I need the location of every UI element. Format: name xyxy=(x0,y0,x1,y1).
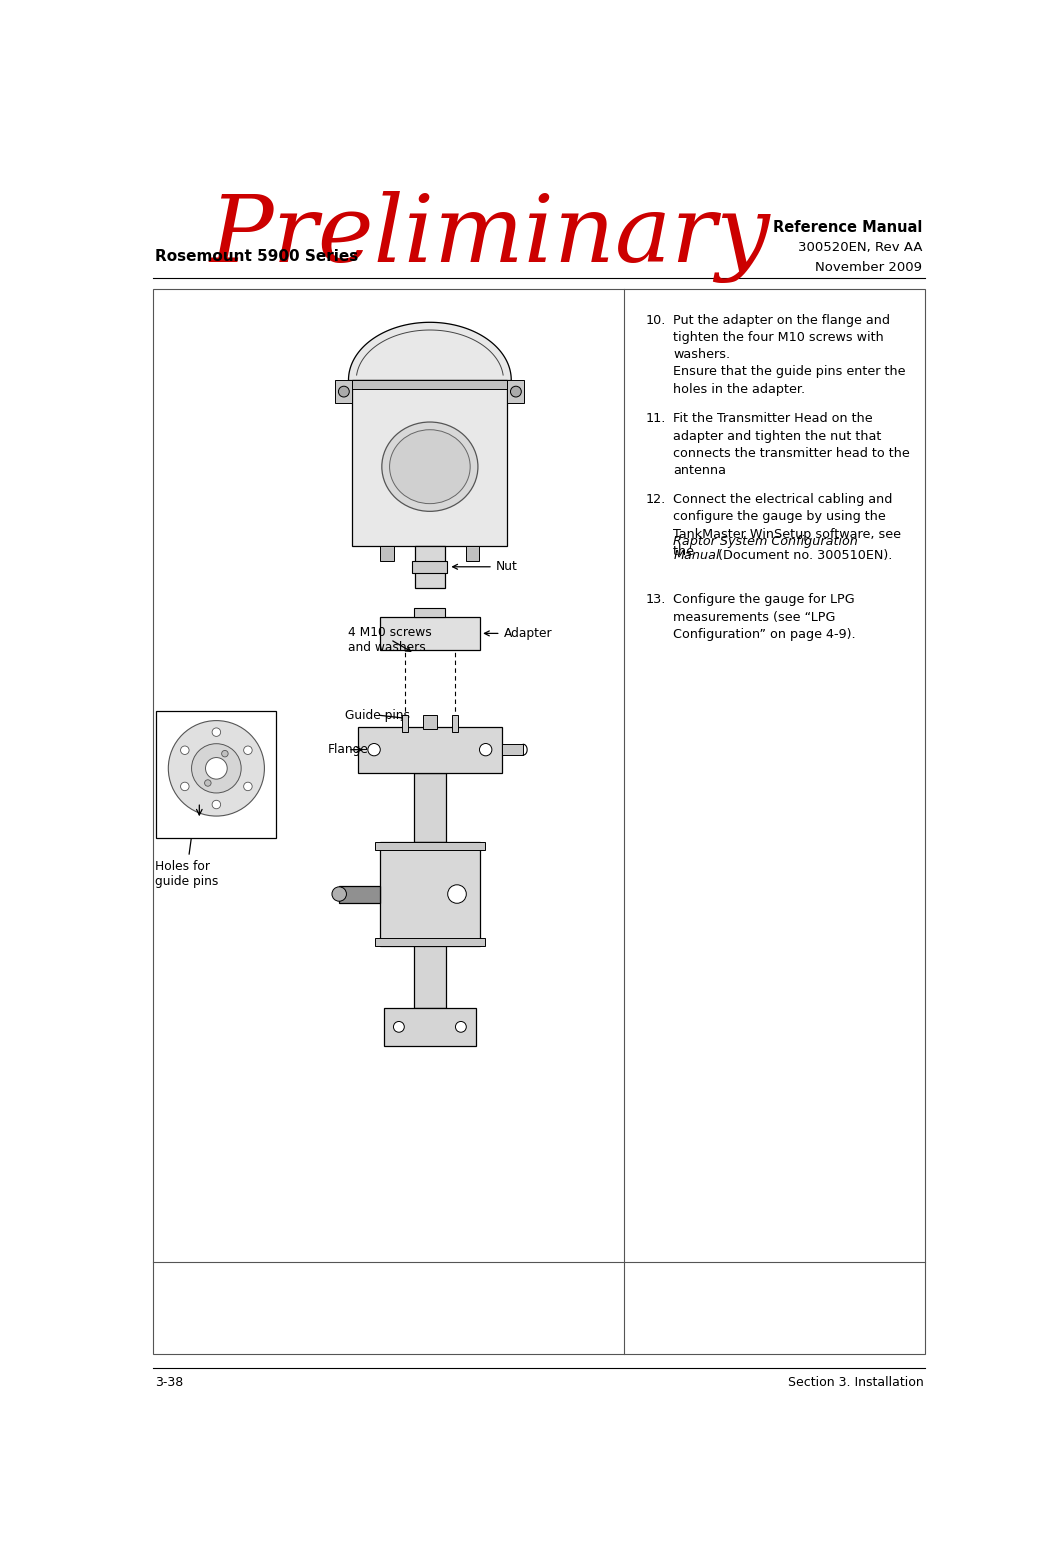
Circle shape xyxy=(244,782,252,791)
Bar xyxy=(416,545,445,588)
Bar xyxy=(352,380,507,545)
Ellipse shape xyxy=(389,430,470,503)
Bar xyxy=(358,727,502,772)
Bar xyxy=(157,711,277,838)
Text: Guide pins: Guide pins xyxy=(345,708,409,722)
Text: 3-38: 3-38 xyxy=(155,1375,183,1388)
Bar xyxy=(339,886,380,902)
Bar xyxy=(380,545,394,561)
Circle shape xyxy=(213,728,221,736)
Bar xyxy=(380,617,481,650)
Circle shape xyxy=(213,800,221,808)
Text: (Document no. 300510EN).: (Document no. 300510EN). xyxy=(713,549,892,563)
Bar xyxy=(384,1008,476,1046)
Text: Put the adapter on the flange and
tighten the four M10 screws with
washers.
Ensu: Put the adapter on the flange and tighte… xyxy=(673,314,906,395)
Bar xyxy=(412,561,447,574)
Bar xyxy=(413,946,446,1008)
Circle shape xyxy=(339,386,349,397)
Circle shape xyxy=(181,746,189,755)
Text: Nut: Nut xyxy=(452,560,518,574)
Circle shape xyxy=(510,386,522,397)
Ellipse shape xyxy=(382,422,478,511)
Circle shape xyxy=(222,750,228,756)
Text: Section 3. Installation: Section 3. Installation xyxy=(788,1375,924,1388)
Text: Preliminary: Preliminary xyxy=(209,191,771,283)
Bar xyxy=(502,744,523,755)
Circle shape xyxy=(181,782,189,791)
Circle shape xyxy=(191,744,241,792)
Circle shape xyxy=(448,885,466,903)
Circle shape xyxy=(368,744,380,756)
Bar xyxy=(413,772,446,842)
Text: Manual: Manual xyxy=(673,549,720,563)
Text: Reference Manual: Reference Manual xyxy=(772,220,922,234)
Circle shape xyxy=(393,1022,404,1032)
Text: Configure the gauge for LPG
measurements (see “LPG
Configuration” on page 4-9).: Configure the gauge for LPG measurements… xyxy=(673,594,856,641)
Bar xyxy=(154,289,925,1354)
Text: Adapter: Adapter xyxy=(484,627,552,639)
Text: 300520EN, Rev AA: 300520EN, Rev AA xyxy=(797,241,922,255)
Text: Flange: Flange xyxy=(327,742,368,756)
Text: Holes for
guide pins: Holes for guide pins xyxy=(155,716,218,888)
Bar xyxy=(380,842,481,946)
Text: 12.: 12. xyxy=(645,494,666,506)
Text: 4 M10 screws
and washers: 4 M10 screws and washers xyxy=(348,625,432,653)
Circle shape xyxy=(168,721,264,816)
Text: 13.: 13. xyxy=(645,594,666,606)
Text: Raptor System Configuration: Raptor System Configuration xyxy=(673,535,858,549)
Bar xyxy=(352,380,507,389)
Text: Fit the Transmitter Head on the
adapter and tighten the nut that
connects the tr: Fit the Transmitter Head on the adapter … xyxy=(673,413,910,477)
Circle shape xyxy=(332,886,346,902)
Bar xyxy=(466,545,480,561)
Text: Connect the electrical cabling and
configure the gauge by using the
TankMaster W: Connect the electrical cabling and confi… xyxy=(673,494,902,558)
Text: November 2009: November 2009 xyxy=(815,261,922,274)
Circle shape xyxy=(456,1022,466,1032)
Circle shape xyxy=(480,744,492,756)
Bar xyxy=(507,380,525,403)
Text: 10.: 10. xyxy=(645,314,666,327)
Text: Rosemount 5900 Series: Rosemount 5900 Series xyxy=(155,249,358,264)
Bar xyxy=(402,714,408,731)
Text: 11.: 11. xyxy=(645,413,666,425)
Bar xyxy=(336,380,352,403)
Circle shape xyxy=(204,780,211,786)
Circle shape xyxy=(244,746,252,755)
Polygon shape xyxy=(348,322,511,380)
Bar xyxy=(451,714,458,731)
Bar xyxy=(375,842,485,850)
Bar xyxy=(423,714,437,728)
Circle shape xyxy=(205,758,227,778)
Bar xyxy=(375,938,485,946)
Bar xyxy=(414,608,445,617)
